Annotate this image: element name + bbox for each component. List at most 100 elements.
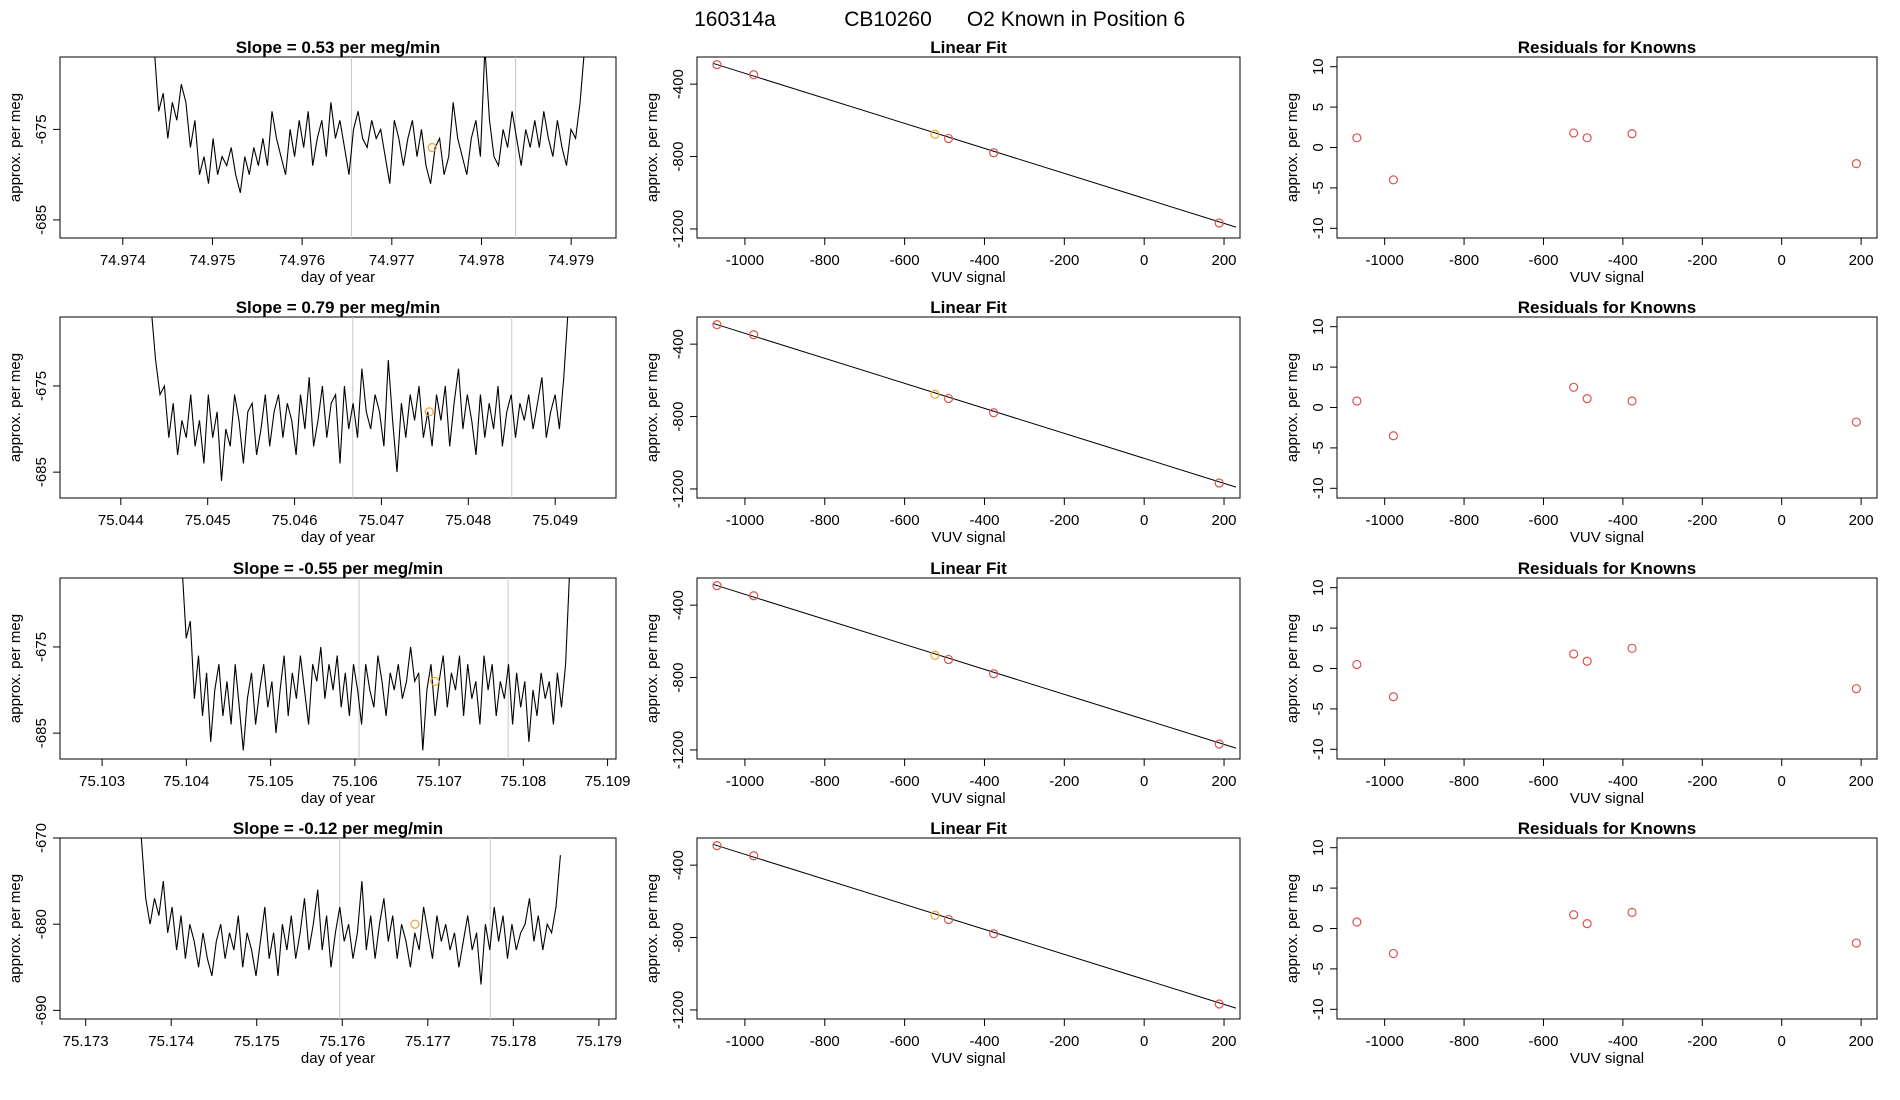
figure-title-position: O2 Known in Position 6 bbox=[967, 8, 1185, 31]
residual-point bbox=[1851, 159, 1861, 169]
chart-title: Slope = 0.79 per meg/min bbox=[236, 298, 441, 317]
x-axis-label: VUV signal bbox=[931, 790, 1005, 807]
plot-frame bbox=[696, 837, 1241, 1020]
x-tick-label: 75.108 bbox=[500, 773, 546, 790]
known-point bbox=[943, 654, 954, 665]
residual-point bbox=[1627, 396, 1637, 406]
y-tick-label: -5 bbox=[1310, 181, 1327, 194]
x-axis-label: VUV signal bbox=[931, 1050, 1005, 1067]
chart-title: Slope = -0.12 per meg/min bbox=[233, 819, 443, 838]
x-tick-label: -400 bbox=[1608, 1033, 1638, 1050]
plot-frame bbox=[696, 577, 1241, 760]
chart-panel: Linear Fit -1000 -800 -600 -400 -200 0 200 VUV s… bbox=[644, 559, 1241, 807]
residual-point bbox=[1569, 649, 1579, 659]
x-tick-label: 0 bbox=[1778, 773, 1786, 790]
x-tick-label: 75.046 bbox=[272, 512, 318, 529]
residual-point bbox=[1352, 659, 1362, 670]
residual-point bbox=[1582, 394, 1592, 404]
trace-line bbox=[182, 578, 570, 751]
known-point bbox=[989, 148, 999, 158]
plot-area bbox=[154, 57, 585, 238]
y-tick-label: 5 bbox=[1310, 884, 1327, 892]
y-tick-label: -5 bbox=[1310, 441, 1327, 454]
x-tick-label: -800 bbox=[1449, 773, 1479, 790]
x-tick-label: -1000 bbox=[726, 512, 764, 529]
x-tick-label: -800 bbox=[810, 252, 840, 269]
known-point bbox=[1214, 739, 1224, 749]
x-tick-label: 0 bbox=[1140, 252, 1148, 269]
known-point bbox=[943, 393, 954, 404]
reference-point bbox=[430, 676, 440, 687]
residual-point bbox=[1388, 692, 1398, 702]
y-tick-label: -675 bbox=[33, 371, 50, 401]
y-tick-label: 0 bbox=[1310, 143, 1327, 151]
y-axis-label: approx. per meg bbox=[1284, 353, 1301, 462]
residual-point bbox=[1388, 175, 1398, 185]
chart-title: Linear Fit bbox=[930, 559, 1007, 578]
known-point bbox=[712, 60, 722, 70]
plot-frame bbox=[59, 837, 617, 1020]
x-tick-label: -1000 bbox=[1365, 252, 1403, 269]
x-tick-label: 75.044 bbox=[98, 512, 144, 529]
y-axis-label: approx. per meg bbox=[7, 614, 24, 723]
residual-point bbox=[1582, 656, 1592, 666]
plot-frame bbox=[1336, 577, 1878, 760]
x-tick-label: -600 bbox=[1528, 512, 1558, 529]
known-point bbox=[712, 841, 722, 851]
y-tick-label: -680 bbox=[33, 909, 50, 939]
chart-title: Slope = 0.53 per meg/min bbox=[236, 38, 441, 57]
x-tick-label: -200 bbox=[1049, 512, 1079, 529]
x-tick-label: 75.047 bbox=[358, 512, 404, 529]
chart-panel: Residuals for Knowns-1000 -800 -600 -400 -20… bbox=[1284, 38, 1878, 286]
residual-point bbox=[1352, 917, 1362, 927]
figure-title-run-id: 160314a bbox=[694, 8, 776, 31]
plot-area bbox=[712, 841, 1237, 1009]
y-tick-label: -675 bbox=[33, 114, 50, 144]
chart-title: Linear Fit bbox=[930, 38, 1007, 57]
x-tick-label: -1000 bbox=[726, 252, 764, 269]
x-tick-label: 200 bbox=[1849, 512, 1874, 529]
reference-point bbox=[930, 650, 940, 660]
x-tick-label: 74.978 bbox=[459, 252, 505, 269]
fit-line bbox=[712, 583, 1237, 749]
x-tick-label: -200 bbox=[1687, 1033, 1717, 1050]
x-axis-label: day of year bbox=[301, 790, 375, 807]
x-tick-label: -200 bbox=[1687, 252, 1717, 269]
chart-panel: Slope = -0.55 per meg/min 75.103 75.104 75.… bbox=[7, 559, 631, 807]
x-axis-label: VUV signal bbox=[1570, 790, 1644, 807]
y-tick-label: 10 bbox=[1310, 839, 1327, 856]
x-tick-label: 200 bbox=[1849, 1033, 1874, 1050]
x-tick-label: -800 bbox=[810, 1033, 840, 1050]
chart-panel: Residuals for Knowns-1000 -800 -600 -400 -20… bbox=[1284, 819, 1878, 1067]
y-tick-label: -800 bbox=[670, 923, 687, 953]
plot-frame bbox=[696, 316, 1241, 499]
residual-point bbox=[1627, 643, 1637, 653]
x-tick-label: -600 bbox=[1528, 773, 1558, 790]
reference-point bbox=[930, 129, 940, 139]
y-tick-label: -10 bbox=[1310, 738, 1327, 760]
chart-panel: Slope = 0.79 per meg/min 75.044 75.045 75.0… bbox=[7, 298, 617, 546]
trace-line bbox=[154, 57, 585, 193]
y-tick-label: -685 bbox=[33, 457, 50, 487]
residual-point bbox=[1851, 417, 1861, 427]
y-tick-label: -690 bbox=[33, 995, 50, 1025]
x-tick-label: 75.045 bbox=[185, 512, 231, 529]
x-tick-label: 75.178 bbox=[490, 1033, 536, 1050]
y-tick-label: -5 bbox=[1310, 702, 1327, 715]
x-tick-label: -800 bbox=[810, 512, 840, 529]
x-tick-label: 74.977 bbox=[369, 252, 415, 269]
plot-area bbox=[712, 60, 1237, 228]
y-tick-label: 0 bbox=[1310, 924, 1327, 932]
chart-title: Residuals for Knowns bbox=[1518, 298, 1697, 317]
x-tick-label: -400 bbox=[969, 1033, 999, 1050]
chart-panel: Slope = 0.53 per meg/min 74.974 74.975 74.9… bbox=[7, 38, 617, 286]
known-point bbox=[989, 408, 999, 418]
y-tick-label: 10 bbox=[1310, 318, 1327, 335]
y-tick-label: 0 bbox=[1310, 664, 1327, 672]
x-tick-label: -800 bbox=[810, 773, 840, 790]
known-point bbox=[712, 320, 722, 330]
x-tick-label: 75.105 bbox=[248, 773, 294, 790]
chart-title: Residuals for Knowns bbox=[1518, 559, 1697, 578]
known-point bbox=[1214, 218, 1224, 228]
y-tick-label: 10 bbox=[1310, 579, 1327, 596]
